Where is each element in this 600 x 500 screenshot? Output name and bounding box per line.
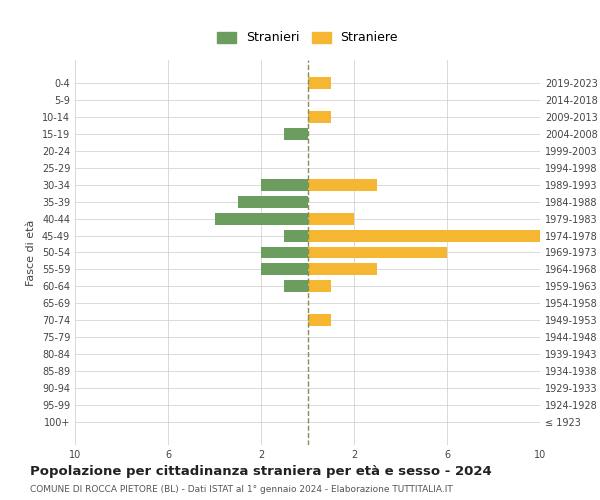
- Bar: [308, 280, 331, 292]
- Bar: [308, 264, 377, 276]
- Legend: Stranieri, Straniere: Stranieri, Straniere: [213, 28, 402, 48]
- Bar: [215, 213, 308, 224]
- Bar: [284, 230, 308, 241]
- Bar: [261, 179, 308, 191]
- Bar: [308, 246, 447, 258]
- Bar: [238, 196, 308, 207]
- Bar: [284, 280, 308, 292]
- Bar: [261, 246, 308, 258]
- Bar: [308, 112, 331, 123]
- Text: COMUNE DI ROCCA PIETORE (BL) - Dati ISTAT al 1° gennaio 2024 - Elaborazione TUTT: COMUNE DI ROCCA PIETORE (BL) - Dati ISTA…: [30, 485, 453, 494]
- Bar: [284, 128, 308, 140]
- Bar: [308, 230, 540, 241]
- Bar: [308, 213, 354, 224]
- Bar: [261, 264, 308, 276]
- Text: Popolazione per cittadinanza straniera per età e sesso - 2024: Popolazione per cittadinanza straniera p…: [30, 465, 492, 478]
- Bar: [308, 78, 331, 90]
- Y-axis label: Fasce di età: Fasce di età: [26, 220, 36, 286]
- Bar: [308, 179, 377, 191]
- Bar: [308, 314, 331, 326]
